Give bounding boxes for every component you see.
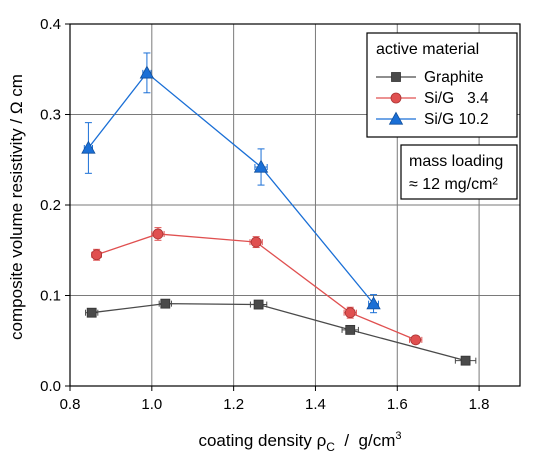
legend-entry-si-g-10-2: Si/G 10.2 xyxy=(376,111,489,128)
data-point xyxy=(345,324,356,335)
data-point xyxy=(250,236,262,248)
series-line xyxy=(91,302,466,362)
data-point xyxy=(410,334,422,346)
y-tick-label: 0.3 xyxy=(40,107,61,124)
series-line xyxy=(87,71,375,305)
legend-label: Graphite xyxy=(424,69,483,86)
series-layer xyxy=(81,52,477,366)
legend-entries: Graphite Si/G 3.4 Si/G 10.2 xyxy=(376,69,489,128)
x-tick-label: 1.0 xyxy=(141,396,162,413)
y-tick-label: 0.4 xyxy=(40,16,61,33)
legend-marker xyxy=(390,92,402,104)
y-tick-label: 0.1 xyxy=(40,288,61,305)
x-axis-title-subscript: C xyxy=(326,440,335,454)
data-point xyxy=(366,296,381,310)
x-tick-label: 1.6 xyxy=(387,396,408,413)
legend-marker xyxy=(388,111,404,125)
legend-title: active material xyxy=(376,41,479,58)
x-axis-title-unit-superscript: 3 xyxy=(395,430,401,442)
legend-label: Si/G 10.2 xyxy=(424,111,489,128)
legend-entry-graphite: Graphite xyxy=(376,69,483,86)
legend-marker xyxy=(391,72,401,82)
annotation-line-1: mass loading xyxy=(409,153,503,170)
legend-label: Si/G 3.4 xyxy=(424,90,489,107)
mass-loading-annotation: mass loading ≈ 12 mg/cm² xyxy=(400,144,518,200)
annotation-line-2: ≈ 12 mg/cm² xyxy=(409,176,498,193)
legend: active material Graphite Si/G 3.4 Si/G 10.… xyxy=(366,32,518,138)
data-point xyxy=(91,249,102,261)
series-si-g-3-4 xyxy=(91,227,423,346)
series-graphite xyxy=(85,298,477,366)
x-tick-label: 1.8 xyxy=(469,396,490,413)
data-point xyxy=(253,159,269,173)
data-point xyxy=(81,140,96,154)
annotation-box xyxy=(400,144,518,200)
x-tick-label: 1.2 xyxy=(223,396,244,413)
y-tick-label: 0.2 xyxy=(40,197,61,214)
data-point xyxy=(152,228,164,240)
x-axis-title-unit: / g/cm xyxy=(335,431,395,450)
series-line xyxy=(96,233,416,341)
x-tick-label: 1.4 xyxy=(305,396,326,413)
x-axis-title: coating density ρC / g/cm3 xyxy=(198,430,401,454)
legend-entry-si-g-3-4: Si/G 3.4 xyxy=(376,90,489,107)
ticks: 0.8 1.0 1.2 1.4 1.6 1.8 0.0 0.1 0.2 0.3 0.4 xyxy=(40,16,489,413)
x-axis-title-prefix: coating density ρ xyxy=(198,431,326,450)
y-axis-title: composite volume resistivity / Ω cm xyxy=(7,74,26,340)
series-si-g-10-2 xyxy=(81,52,381,314)
x-tick-label: 0.8 xyxy=(60,396,81,413)
data-point xyxy=(460,355,471,366)
data-point xyxy=(86,307,97,318)
data-point xyxy=(344,307,356,319)
data-point xyxy=(139,65,155,79)
data-point xyxy=(253,299,264,310)
y-tick-label: 0.0 xyxy=(40,378,61,395)
data-point xyxy=(160,298,171,309)
